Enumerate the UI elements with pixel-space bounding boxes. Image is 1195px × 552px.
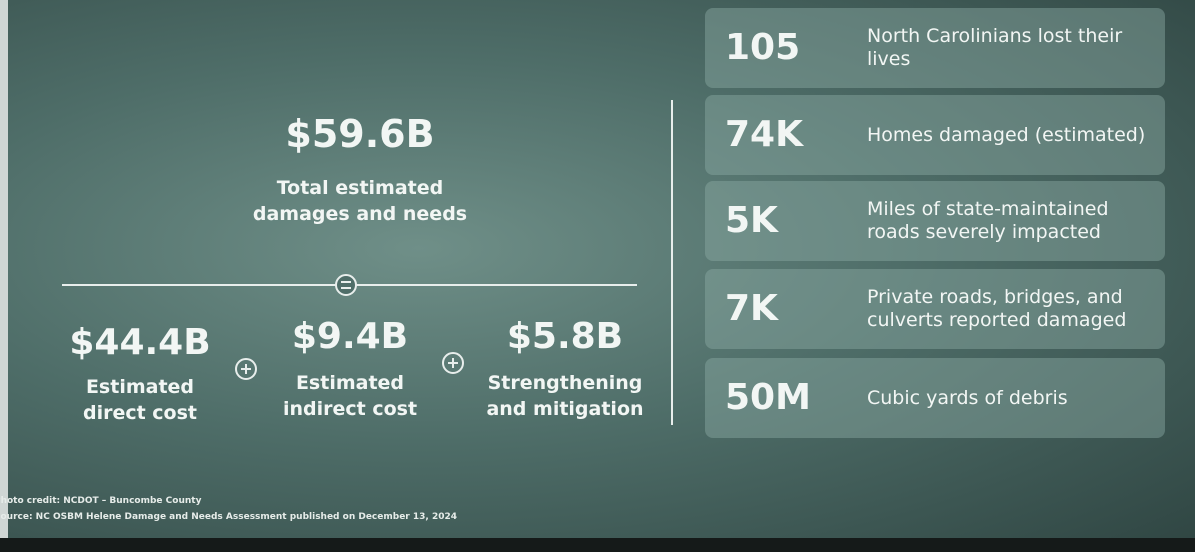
- stat-card: 5K Miles of state-maintained roads sever…: [705, 181, 1165, 261]
- component-label: Strengthening and mitigation: [475, 370, 655, 422]
- stat-number: 7K: [725, 269, 778, 349]
- stat-label: Homes damaged (estimated): [867, 95, 1162, 175]
- plus-sign: [448, 358, 458, 368]
- component-label: Estimated direct cost: [65, 374, 215, 426]
- stat-card: 7K Private roads, bridges, and culverts …: [705, 269, 1165, 349]
- stat-label: North Carolinians lost their lives: [867, 8, 1162, 88]
- stat-label: Cubic yards of debris: [867, 358, 1162, 438]
- screen-bottom: [0, 538, 1195, 552]
- stat-card: 105 North Carolinians lost their lives: [705, 8, 1165, 88]
- stat-number: 5K: [725, 181, 778, 261]
- slide: $59.6B Total estimated damages and needs…: [0, 0, 1195, 552]
- photo-credit: Photo credit: NCDOT – Buncombe County: [0, 496, 201, 506]
- plus-sign: [241, 364, 251, 374]
- stat-card: 50M Cubic yards of debris: [705, 358, 1165, 438]
- component-amount: $5.8B: [480, 316, 650, 357]
- equals-icon: [336, 275, 356, 295]
- stat-label: Private roads, bridges, and culverts rep…: [867, 269, 1162, 349]
- source-credit: Source: NC OSBM Helene Damage and Needs …: [0, 512, 457, 522]
- stat-label: Miles of state-maintained roads severely…: [867, 181, 1162, 261]
- stat-card: 74K Homes damaged (estimated): [705, 95, 1165, 175]
- component-label: Estimated indirect cost: [270, 370, 430, 422]
- stat-number: 74K: [725, 95, 803, 175]
- component-amount: $44.4B: [55, 322, 225, 363]
- stat-number: 50M: [725, 358, 811, 438]
- stat-number: 105: [725, 8, 800, 88]
- component-amount: $9.4B: [270, 316, 430, 357]
